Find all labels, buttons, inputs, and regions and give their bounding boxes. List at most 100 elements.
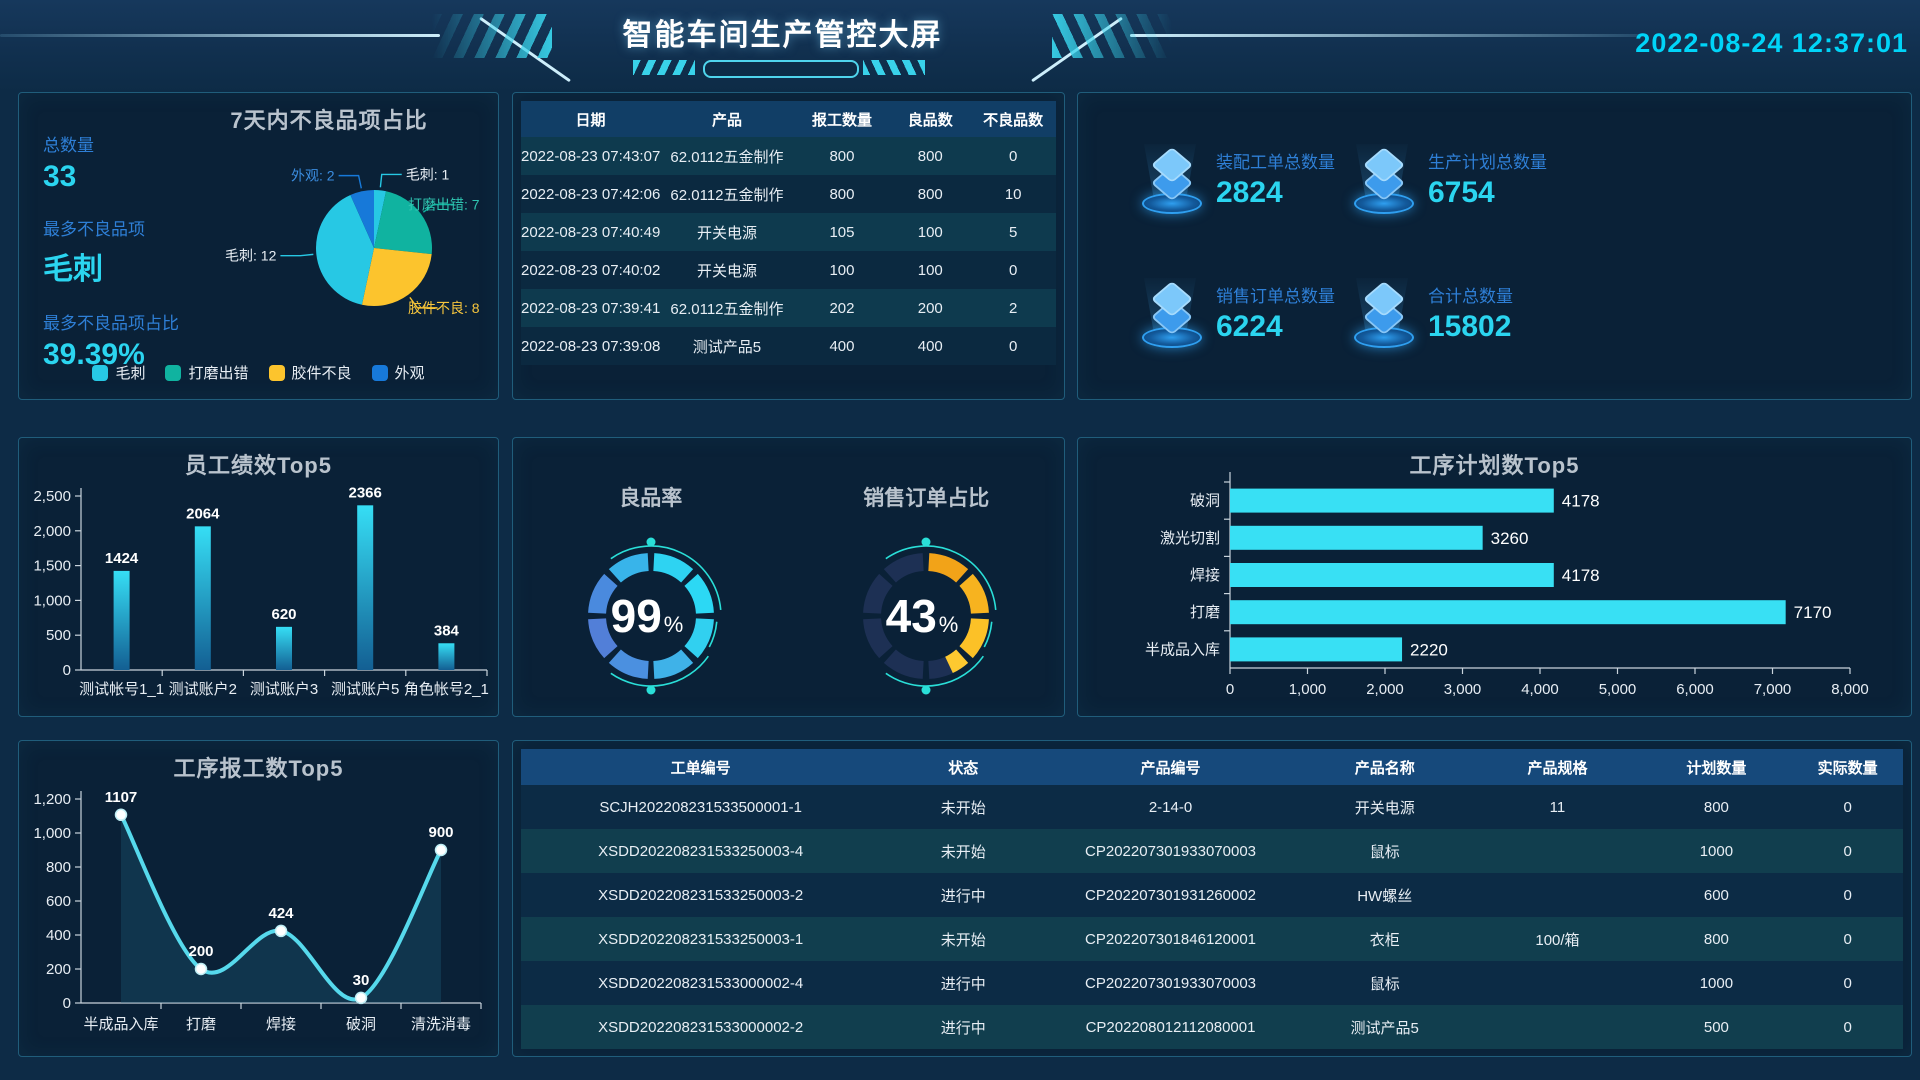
gauge-yield-rate: 良品率 99%	[524, 482, 777, 724]
stat-label: 最多不良品项占比	[43, 314, 179, 333]
cell: 1000	[1699, 842, 1734, 860]
y-tick-label: 0	[63, 662, 71, 679]
cell: CP202208012112080001	[1085, 1018, 1256, 1036]
cell: 2022-08-23 07:39:41	[521, 299, 661, 317]
legend-item: 打磨出错	[165, 362, 249, 383]
cell: CP202207301933070003	[1085, 974, 1257, 992]
y-category-label: 焊接	[1190, 567, 1220, 584]
column-header: 状态	[948, 759, 979, 777]
x-tick-label: 7,000	[1754, 681, 1792, 698]
cell: 进行中	[940, 887, 986, 905]
stat-card-value: 2824	[1216, 176, 1283, 209]
pie-label: 外观: 2	[291, 168, 335, 184]
stat-total: 总数量 33	[43, 131, 94, 194]
cell: 2022-08-23 07:42:06	[521, 185, 661, 203]
cell: 600	[1703, 886, 1729, 904]
cell: XSDD202208231533250003-1	[598, 930, 804, 948]
cell: 鼠标	[1369, 975, 1400, 993]
bar	[113, 570, 130, 670]
cell: 0	[1009, 147, 1018, 165]
point-value-label: 1107	[105, 789, 138, 806]
stat-value: 毛刺	[43, 253, 103, 286]
bar	[1230, 525, 1483, 550]
y-tick-label: 600	[46, 893, 71, 910]
cell: 进行中	[940, 975, 986, 993]
x-tick-label: 0	[1226, 681, 1234, 698]
x-tick-label: 6,000	[1676, 681, 1714, 698]
layers-3d-icon	[1138, 278, 1202, 348]
cell: 衣柜	[1369, 931, 1400, 949]
panel-title: 员工绩效Top5	[185, 453, 332, 478]
pie-label: 打磨出错: 7	[408, 197, 480, 213]
bar	[1230, 488, 1554, 513]
x-category-label: 破洞	[346, 1016, 376, 1033]
pie-label: 毛刺: 1	[406, 166, 450, 182]
data-point	[114, 808, 128, 822]
x-category-label: 测试账户3	[250, 681, 318, 698]
table-row: XSDD202208231533250003-2 进行中 CP20220730193…	[521, 873, 1903, 917]
panel-defect-ratio: 7天内不良品项占比 总数量 33 最多不良品项 毛刺 最多不良品项占比 39.3…	[18, 92, 499, 400]
cell: 2-14-0	[1148, 798, 1193, 816]
cell: 400	[829, 337, 855, 355]
x-tick-label: 2,000	[1366, 681, 1404, 698]
cell: 0	[1843, 886, 1852, 904]
bar-value-label: 384	[434, 622, 460, 639]
column-header: 报工数量	[811, 111, 872, 129]
cell: 0	[1009, 261, 1018, 279]
panel-stat-cards: 装配工单总数量 2824 生产计划总数量 6754 销售订单总数量 6224 合…	[1077, 92, 1912, 400]
pie-slice	[316, 195, 374, 305]
cell: CP202207301846120001	[1085, 930, 1257, 948]
cell: HW螺丝	[1357, 887, 1413, 905]
x-tick-label: 4,000	[1521, 681, 1559, 698]
table-row: XSDD202208231533000002-4 进行中 CP20220730193…	[521, 961, 1903, 1005]
bar	[194, 526, 211, 670]
pie-slice	[374, 190, 387, 248]
legend-item: 毛刺	[92, 362, 145, 383]
x-category-label: 测试帐号1_1	[79, 681, 164, 698]
x-category-label: 焊接	[266, 1016, 296, 1033]
cell: 5	[1009, 223, 1018, 241]
legend-label: 毛刺	[115, 365, 146, 382]
legend-swatch	[165, 364, 182, 381]
cell: XSDD202208231533250003-4	[598, 842, 804, 860]
cell: 800	[1703, 798, 1729, 816]
x-tick-label: 8,000	[1831, 681, 1869, 698]
pie-slice	[374, 191, 432, 255]
column-header: 日期	[575, 111, 606, 129]
legend-swatch	[371, 364, 388, 381]
legend-label: 外观	[394, 365, 425, 382]
legend-swatch	[268, 364, 285, 381]
y-tick-label: 2,500	[33, 488, 71, 505]
cell: 100	[829, 261, 855, 279]
panel-title: 工序计划数Top5	[1409, 453, 1580, 478]
pie-slice	[350, 190, 374, 248]
stat-card-assembly-orders: 装配工单总数量 2824	[1138, 131, 1350, 227]
cell: 未开始	[940, 843, 986, 861]
cell: 11	[1549, 798, 1566, 816]
table-row: 2022-08-23 07:43:07 62.0112五金制作 800 800 0	[521, 137, 1056, 175]
bar-value-label: 2064	[186, 505, 220, 522]
cell: 0	[1843, 1018, 1852, 1036]
data-point	[274, 924, 288, 938]
cell: 未开始	[940, 931, 986, 949]
panel-title: 7天内不良品项占比	[230, 108, 428, 133]
bar-value-label: 2366	[349, 484, 382, 501]
line-chart: 0 200 400 600 800 1,000 1,200 1107 半成品入库 200 打磨 424…	[33, 789, 482, 1033]
table-row: 2022-08-23 07:39:41 62.0112五金制作 202 200 2	[521, 289, 1056, 327]
sub-hatch-left-icon	[633, 60, 695, 75]
stat-label: 最多不良品项	[43, 220, 145, 239]
column-header: 不良品数	[983, 111, 1044, 129]
bar-value-label: 1424	[105, 550, 139, 567]
x-category-label: 角色帐号2_1	[404, 681, 489, 698]
panel-title: 工序报工数Top5	[173, 756, 344, 781]
y-tick-label: 500	[46, 627, 71, 644]
cell: 100	[917, 223, 943, 241]
cell: 0	[1843, 842, 1852, 860]
cell: 800	[917, 185, 943, 203]
cell: 800	[829, 147, 855, 165]
pie-chart: 毛刺: 1 打磨出错: 7 胶件不良: 8 毛刺: 12 外观: 2	[225, 166, 480, 315]
cell: 800	[917, 147, 943, 165]
y-tick-label: 1,000	[33, 825, 71, 842]
report-table: 日期 产品 报工数量 良品数 不良品数 2022-08-23 07:43:07 62.011…	[521, 101, 1056, 365]
legend-label: 胶件不良	[291, 365, 352, 382]
